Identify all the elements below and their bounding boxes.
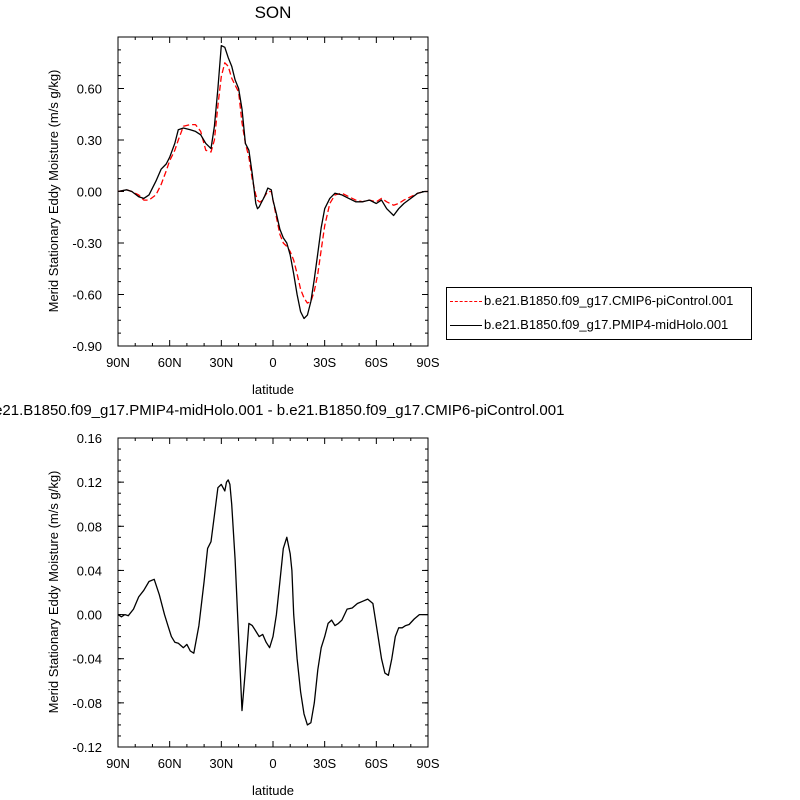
top-y-tick-label: -0.30 (72, 236, 102, 251)
top-y-tick-label: -0.90 (72, 339, 102, 354)
bottom-series-line-0 (117, 479, 428, 726)
top-plot-frame (117, 36, 429, 347)
legend-item-picontrol: b.e21.B1850.f09_g17.CMIP6-piControl.001 (447, 292, 751, 312)
legend: b.e21.B1850.f09_g17.CMIP6-piControl.001 … (446, 287, 752, 340)
bottom-panel: b.e21.B1850.f09_g17.PMIP4-midHolo.001 - … (0, 402, 564, 798)
top-x-axis-label: latitude (252, 382, 294, 397)
bottom-x-tick-label: 60S (365, 756, 388, 771)
top-y-axis-label: Merid Stationary Eddy Moisture (m/s g/kg… (46, 70, 61, 313)
top-y-ticks: -0.90 -0.60 -0.30 0.00 0.30 0.60 (72, 36, 428, 354)
bottom-x-tick-label: 30N (209, 756, 233, 771)
bottom-y-tick-label: 0.16 (77, 431, 102, 446)
bottom-y-tick-label: 0.00 (77, 608, 102, 623)
top-y-tick-label: 0.60 (77, 82, 102, 97)
bottom-y-axis-label: Merid Stationary Eddy Moisture (m/s g/kg… (46, 471, 61, 714)
bottom-chart-title: b.e21.B1850.f09_g17.PMIP4-midHolo.001 - … (0, 402, 564, 419)
top-x-tick-label: 0 (269, 355, 276, 370)
top-chart-title: SON (255, 3, 292, 22)
top-x-ticks: 90N 60N 30N 0 30S 60S 90S (106, 37, 440, 370)
bottom-x-axis-label: latitude (252, 783, 294, 798)
bottom-y-ticks: -0.12 -0.08 -0.04 0.00 0.04 0.08 0.12 0.16 (72, 431, 428, 755)
bottom-y-tick-label: -0.08 (72, 696, 102, 711)
bottom-y-tick-label: 0.12 (77, 475, 102, 490)
top-series-line-0 (117, 62, 428, 304)
bottom-x-tick-label: 90S (416, 756, 439, 771)
bottom-x-tick-label: 90N (106, 756, 130, 771)
top-y-tick-label: -0.60 (72, 288, 102, 303)
bottom-x-ticks: 90N 60N 30N 0 30S 60S 90S (106, 438, 440, 771)
legend-label-picontrol: b.e21.B1850.f09_g17.CMIP6-piControl.001 (484, 293, 734, 308)
top-y-tick-label: 0.00 (77, 185, 102, 200)
legend-label-midholo: b.e21.B1850.f09_g17.PMIP4-midHolo.001 (484, 317, 729, 332)
top-series-line-1 (117, 44, 428, 320)
bottom-x-tick-label: 30S (313, 756, 336, 771)
legend-item-midholo: b.e21.B1850.f09_g17.PMIP4-midHolo.001 (447, 316, 751, 336)
legend-swatch-picontrol (450, 301, 482, 302)
top-panel: SON latitude Merid Stationary Eddy Moist… (46, 3, 440, 397)
bottom-y-tick-label: -0.04 (72, 652, 102, 667)
bottom-x-tick-label: 0 (269, 756, 276, 771)
bottom-plot-frame (117, 437, 429, 748)
top-y-tick-label: 0.30 (77, 133, 102, 148)
top-x-tick-label: 30S (313, 355, 336, 370)
bottom-x-tick-label: 60N (158, 756, 182, 771)
bottom-y-tick-label: 0.04 (77, 563, 102, 578)
top-x-tick-label: 90S (416, 355, 439, 370)
top-x-tick-label: 30N (209, 355, 233, 370)
legend-swatch-midholo (450, 325, 482, 326)
top-x-tick-label: 60N (158, 355, 182, 370)
top-x-tick-label: 60S (365, 355, 388, 370)
bottom-y-tick-label: -0.12 (72, 740, 102, 755)
top-x-tick-label: 90N (106, 355, 130, 370)
bottom-y-tick-label: 0.08 (77, 519, 102, 534)
top-series (117, 44, 428, 320)
bottom-series (117, 479, 428, 726)
